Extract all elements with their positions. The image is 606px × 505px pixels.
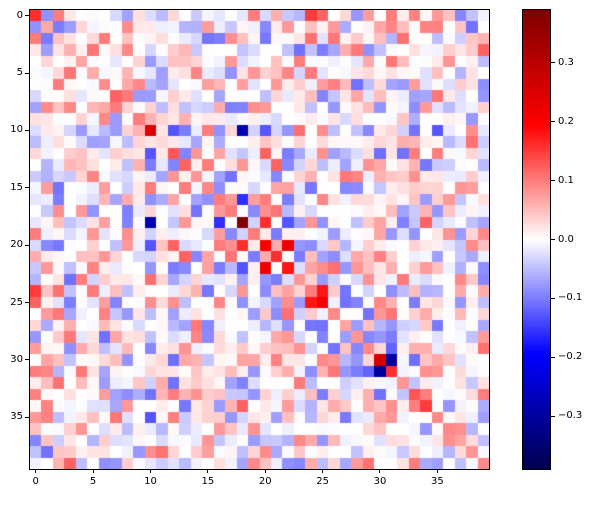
x-tick-mark <box>379 469 381 473</box>
colorbar <box>522 9 551 470</box>
colorbar-tick-label: 0.3 <box>558 56 574 68</box>
x-tick-label: 10 <box>144 476 157 487</box>
x-tick-label: 25 <box>316 476 329 487</box>
colorbar-tick-mark <box>551 121 555 123</box>
x-tick-label: 0 <box>32 476 39 487</box>
colorbar-tick-mark <box>551 415 555 417</box>
colorbar-tick-mark <box>551 239 555 240</box>
colorbar-tick-mark <box>551 180 555 182</box>
y-tick-label: 5 <box>16 67 23 79</box>
y-tick-mark <box>25 15 29 17</box>
x-tick-label: 20 <box>258 476 272 487</box>
y-tick-label: 35 <box>10 411 23 423</box>
x-tick-mark <box>264 469 266 473</box>
colorbar-tick-mark <box>551 356 555 358</box>
colorbar-canvas <box>523 10 550 469</box>
x-tick-mark <box>149 469 151 473</box>
x-tick-label: 35 <box>430 476 444 487</box>
y-tick-label: 0 <box>16 9 23 21</box>
y-tick-mark <box>25 359 29 361</box>
colorbar-tick-label: 0.1 <box>558 174 574 186</box>
y-tick-mark <box>25 244 29 246</box>
y-tick-mark <box>25 416 29 418</box>
y-tick-label: 10 <box>10 124 23 136</box>
y-tick-mark <box>25 187 29 189</box>
colorbar-tick-label: −0.3 <box>558 410 583 422</box>
y-tick-mark <box>25 72 29 74</box>
y-tick-mark <box>25 302 29 304</box>
colorbar-tick-label: −0.1 <box>558 292 583 304</box>
x-tick-mark <box>35 469 37 473</box>
colorbar-tick-label: 0.0 <box>558 233 574 245</box>
colorbar-tick-mark <box>551 297 555 299</box>
plot-area <box>29 9 490 470</box>
x-tick-mark <box>436 469 438 473</box>
x-tick-label: 30 <box>373 476 387 487</box>
colorbar-tick-label: 0.2 <box>558 115 574 127</box>
x-tick-mark <box>92 469 94 473</box>
colorbar-tick-label: −0.2 <box>558 351 583 363</box>
x-tick-label: 15 <box>201 476 215 487</box>
y-tick-mark <box>25 129 29 131</box>
x-tick-label: 5 <box>89 476 97 487</box>
heatmap-canvas <box>30 10 489 469</box>
x-tick-mark <box>322 469 324 473</box>
y-tick-label: 20 <box>10 239 23 251</box>
y-tick-label: 30 <box>10 353 23 365</box>
colorbar-tick-mark <box>551 62 555 64</box>
x-tick-mark <box>207 469 209 473</box>
y-tick-label: 25 <box>10 296 23 308</box>
y-tick-label: 15 <box>10 181 23 193</box>
